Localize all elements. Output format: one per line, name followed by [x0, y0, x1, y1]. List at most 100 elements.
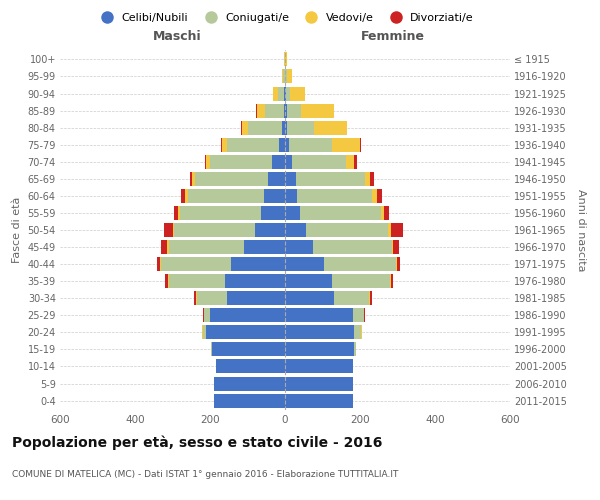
Bar: [391, 223, 403, 237]
Bar: [241, 120, 248, 134]
Bar: [285, 120, 287, 134]
Bar: [285, 240, 313, 254]
Bar: [364, 308, 365, 322]
Bar: [196, 292, 197, 305]
Bar: [285, 172, 296, 186]
Bar: [314, 120, 347, 134]
Bar: [214, 376, 285, 390]
Bar: [285, 257, 325, 271]
Bar: [391, 274, 392, 288]
Bar: [287, 120, 314, 134]
Bar: [355, 342, 356, 356]
Bar: [290, 86, 305, 101]
Bar: [284, 104, 285, 118]
Bar: [280, 138, 285, 151]
Bar: [285, 155, 292, 168]
Bar: [244, 240, 285, 254]
Bar: [206, 155, 210, 168]
Y-axis label: Fasce di età: Fasce di età: [12, 197, 22, 263]
Bar: [334, 292, 370, 305]
Bar: [273, 86, 277, 101]
Bar: [225, 274, 285, 288]
Bar: [205, 155, 206, 168]
Bar: [157, 257, 160, 271]
Bar: [175, 206, 178, 220]
Bar: [194, 292, 196, 305]
Legend: Celibi/Nubili, Coniugati/e, Vedovi/e, Divorziati/e: Celibi/Nubili, Coniugati/e, Vedovi/e, Di…: [92, 9, 478, 28]
Bar: [210, 308, 285, 322]
Bar: [285, 86, 286, 101]
Bar: [332, 138, 360, 151]
Bar: [346, 155, 355, 168]
Bar: [206, 326, 285, 340]
Text: Femmine: Femmine: [361, 30, 425, 43]
Bar: [285, 206, 300, 220]
Bar: [185, 189, 187, 203]
Bar: [355, 326, 361, 340]
Text: Popolazione per età, sesso e stato civile - 2016: Popolazione per età, sesso e stato civil…: [12, 435, 382, 450]
Bar: [255, 223, 285, 237]
Bar: [181, 189, 185, 203]
Bar: [257, 104, 265, 118]
Bar: [248, 120, 282, 134]
Bar: [390, 274, 391, 288]
Bar: [203, 326, 206, 340]
Bar: [296, 172, 365, 186]
Text: COMUNE DI MATELICA (MC) - Dati ISTAT 1° gennaio 2016 - Elaborazione TUTTITALIA.I: COMUNE DI MATELICA (MC) - Dati ISTAT 1° …: [12, 470, 398, 479]
Bar: [355, 155, 356, 168]
Bar: [178, 206, 180, 220]
Bar: [365, 172, 370, 186]
Bar: [353, 308, 364, 322]
Bar: [361, 326, 362, 340]
Bar: [197, 292, 227, 305]
Bar: [169, 240, 244, 254]
Bar: [285, 223, 305, 237]
Bar: [168, 274, 169, 288]
Bar: [287, 104, 301, 118]
Bar: [286, 86, 290, 101]
Bar: [180, 206, 260, 220]
Bar: [289, 138, 332, 151]
Bar: [282, 120, 285, 134]
Bar: [193, 172, 195, 186]
Bar: [397, 257, 400, 271]
Bar: [230, 257, 285, 271]
Bar: [332, 274, 390, 288]
Bar: [285, 394, 353, 407]
Bar: [305, 223, 388, 237]
Bar: [210, 155, 272, 168]
Bar: [285, 376, 353, 390]
Bar: [395, 257, 397, 271]
Bar: [214, 394, 285, 407]
Bar: [384, 206, 389, 220]
Bar: [221, 138, 223, 151]
Bar: [190, 172, 193, 186]
Bar: [165, 274, 168, 288]
Bar: [370, 292, 371, 305]
Bar: [260, 206, 285, 220]
Bar: [394, 240, 398, 254]
Bar: [223, 138, 227, 151]
Bar: [301, 104, 334, 118]
Bar: [287, 70, 292, 84]
Bar: [285, 138, 289, 151]
Bar: [167, 240, 169, 254]
Bar: [277, 86, 284, 101]
Bar: [212, 342, 285, 356]
Bar: [313, 240, 392, 254]
Bar: [297, 189, 372, 203]
Bar: [377, 189, 382, 203]
Bar: [372, 189, 377, 203]
Bar: [205, 308, 210, 322]
Bar: [360, 138, 361, 151]
Bar: [388, 223, 391, 237]
Bar: [265, 189, 285, 203]
Bar: [227, 138, 280, 151]
Bar: [160, 257, 161, 271]
Bar: [285, 274, 332, 288]
Bar: [281, 70, 283, 84]
Bar: [215, 360, 285, 374]
Text: Maschi: Maschi: [152, 30, 202, 43]
Bar: [300, 206, 380, 220]
Y-axis label: Anni di nascita: Anni di nascita: [577, 188, 586, 271]
